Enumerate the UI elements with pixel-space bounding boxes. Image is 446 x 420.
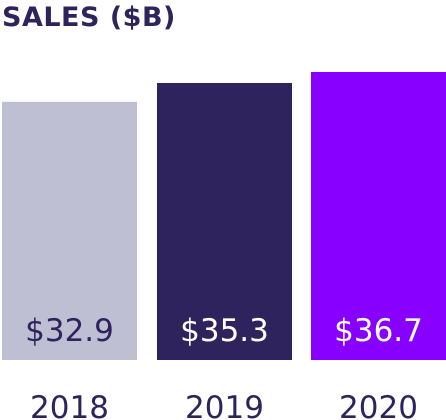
category-labels-layer: 2018 2019 2020 <box>30 390 418 420</box>
bar-2018 <box>2 101 137 360</box>
value-labels-layer: $32.9 $35.3 $36.7 <box>25 313 423 349</box>
chart-title: SALES ($B) <box>2 2 176 33</box>
value-label-2018: $32.9 <box>25 313 114 349</box>
bars-layer <box>2 72 446 360</box>
category-label-2019: 2019 <box>185 390 264 420</box>
bar-2019 <box>157 82 292 360</box>
value-label-2020: $36.7 <box>334 313 423 349</box>
bar-2020 <box>311 72 446 360</box>
value-label-2019: $35.3 <box>180 313 269 349</box>
category-label-2018: 2018 <box>30 390 109 420</box>
category-label-2020: 2020 <box>339 390 418 420</box>
